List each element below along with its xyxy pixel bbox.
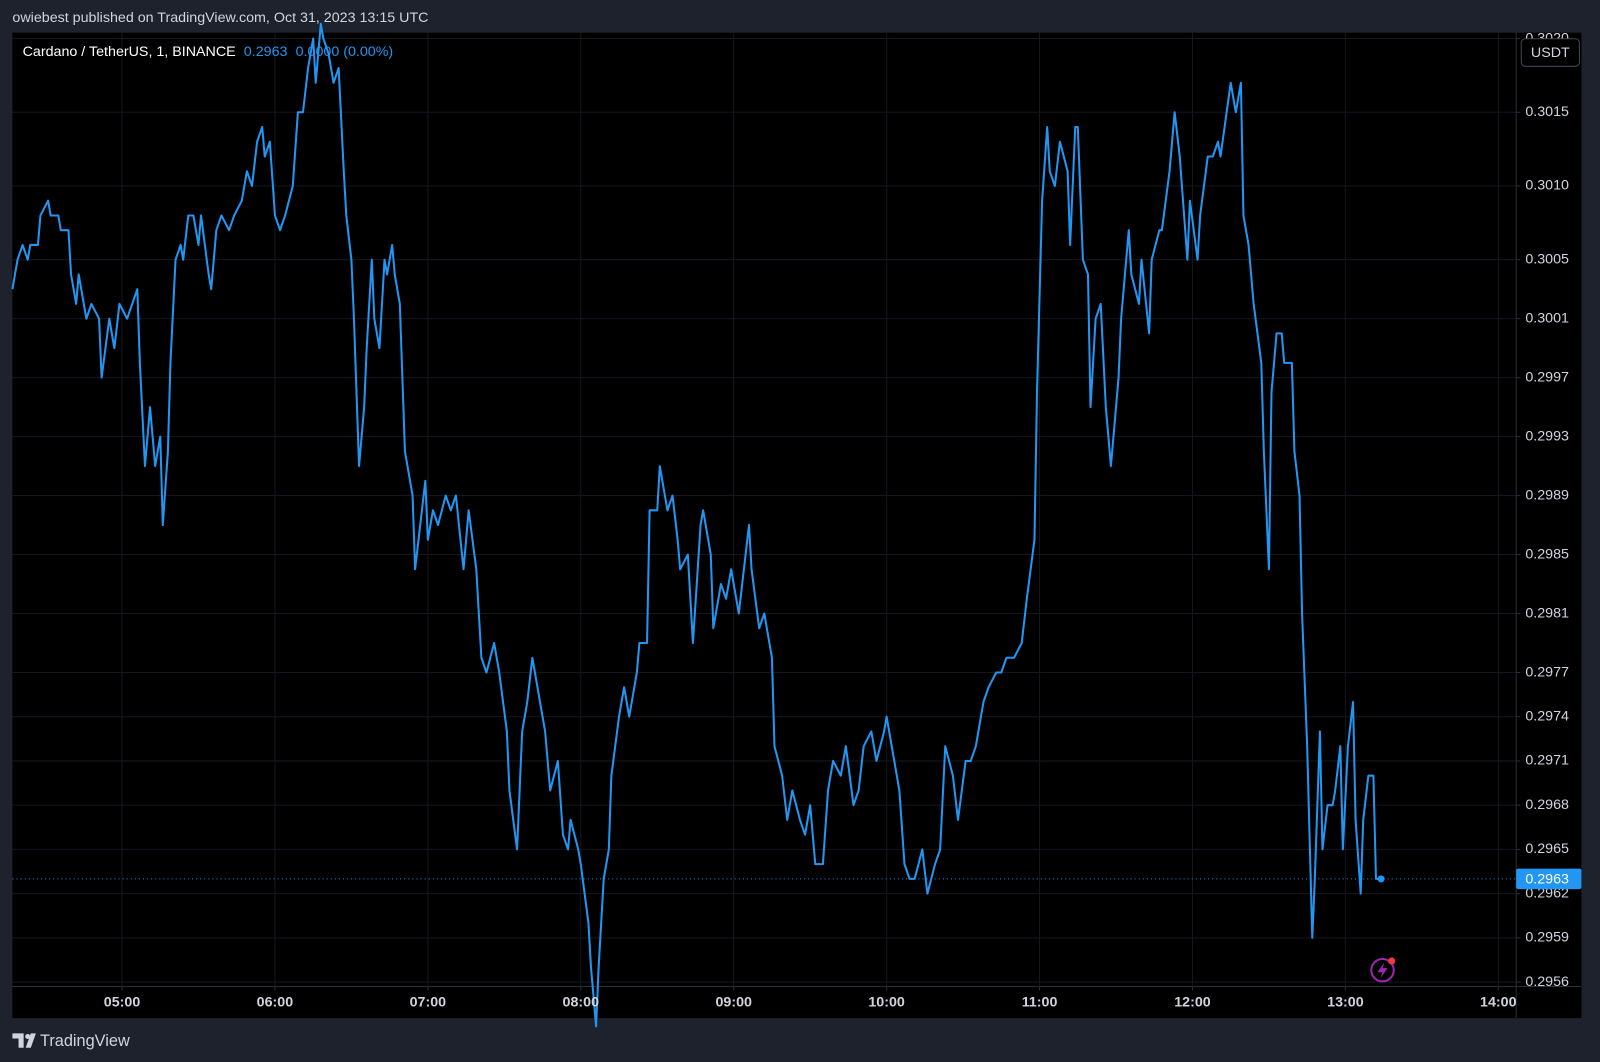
x-tick-label: 14:00: [1480, 995, 1517, 1011]
currency-box[interactable]: [1520, 38, 1580, 67]
y-tick-label: 0.2997: [1525, 369, 1569, 385]
legend-change: 0.0000 (0.00%): [296, 44, 394, 60]
y-tick-label: 0.3015: [1525, 104, 1569, 120]
y-tick-label: 0.3001: [1525, 310, 1569, 326]
last-price-badge: [1516, 868, 1582, 890]
y-tick-label: 0.2974: [1525, 708, 1569, 724]
y-tick-label: 0.2971: [1525, 753, 1569, 769]
y-tick-label: 0.2989: [1525, 487, 1569, 503]
y-tick-label: 0.2956: [1525, 974, 1569, 990]
x-tick-label: 12:00: [1174, 995, 1211, 1011]
y-tick-label: 0.2959: [1525, 930, 1569, 946]
price-line: [11, 22, 1382, 1028]
legend-price: 0.2963: [244, 44, 288, 60]
currency: USDT: [1531, 45, 1570, 61]
brand: TradingView: [40, 1032, 130, 1050]
x-tick-label: 09:00: [715, 995, 752, 1011]
chart-panel: [12, 32, 1582, 1019]
x-tick-label: 13:00: [1327, 995, 1364, 1011]
y-tick-label: 0.3010: [1525, 178, 1569, 194]
plot: [11, 22, 1517, 1028]
grid: [12, 32, 1517, 987]
y-tick-label: 0.2962: [1525, 885, 1569, 901]
y-tick-label: 0.2977: [1525, 664, 1569, 680]
last-price-label: 0.2963: [1525, 872, 1569, 888]
y-tick-label: 0.2993: [1525, 428, 1569, 444]
x-tick-label: 08:00: [563, 995, 600, 1011]
x-tick-label: 11:00: [1022, 995, 1058, 1011]
x-tick-label: 10:00: [868, 995, 905, 1011]
replay-icon[interactable]: [1370, 957, 1396, 983]
x-tick-label: 06:00: [257, 995, 294, 1011]
legend-symbol: Cardano / TetherUS, 1, BINANCE: [23, 44, 236, 60]
y-tick-label: 0.2968: [1525, 797, 1569, 813]
y-tick-label: 0.2985: [1525, 546, 1569, 562]
y-tick-label: 0.3005: [1525, 251, 1569, 267]
y-tick-label: 0.2965: [1525, 841, 1569, 857]
y-tick-label: 0.2981: [1525, 605, 1569, 621]
x-tick-label: 07:00: [410, 995, 447, 1011]
x-tick-label: 05:00: [104, 995, 141, 1011]
publisher-line: owiebest published on TradingView.com, O…: [12, 10, 428, 26]
brand-logo: [12, 1033, 36, 1048]
last-point: [1377, 875, 1385, 883]
